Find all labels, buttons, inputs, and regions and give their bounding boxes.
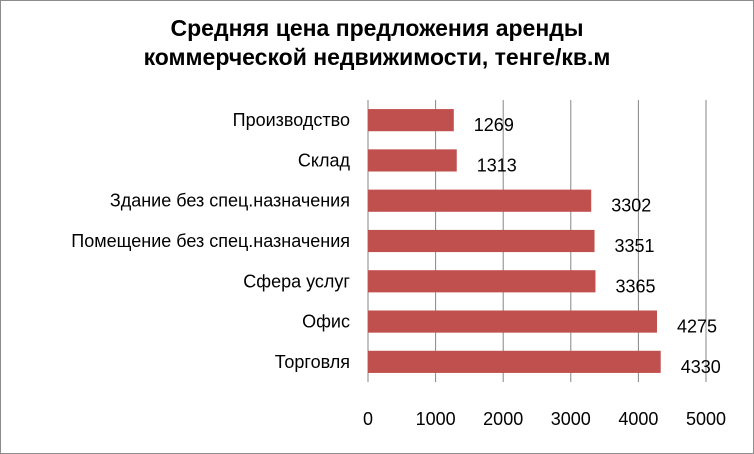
category-label-7: Торговля <box>275 352 350 372</box>
category-label-6: Офис <box>302 312 350 332</box>
value-label-2: 1313 <box>477 155 517 175</box>
value-label-1: 1269 <box>474 115 514 135</box>
value-label-3: 3302 <box>611 196 651 216</box>
category-label-2: Склад <box>298 150 351 170</box>
value-label-5: 3365 <box>615 276 655 296</box>
x-tick-label-1000: 1000 <box>416 409 456 429</box>
bar-4 <box>368 229 595 253</box>
x-tick-label-0: 0 <box>363 409 373 429</box>
x-tick-label-4000: 4000 <box>618 409 658 429</box>
value-label-6: 4275 <box>677 317 717 337</box>
bar-7 <box>368 350 661 373</box>
bar-5 <box>368 270 596 293</box>
value-label-7: 4330 <box>681 357 721 377</box>
bar-6 <box>368 310 657 333</box>
category-label-4: Помещение без спец.назначения <box>71 231 350 251</box>
chart-title-line-2: коммерческой недвижимости, тенге/кв.м <box>143 44 611 70</box>
chart-title-line-1: Средняя цена предложения аренды <box>170 15 584 41</box>
x-tick-label-5000: 5000 <box>686 409 726 429</box>
value-label-4: 3351 <box>615 236 655 256</box>
bar-1 <box>368 109 454 132</box>
category-label-1: Производство <box>233 110 350 130</box>
bar-2 <box>368 149 457 172</box>
bar-3 <box>368 189 592 212</box>
x-tick-label-2000: 2000 <box>483 409 523 429</box>
chart-title: Средняя цена предложения аренды коммерче… <box>0 14 754 72</box>
category-label-3: Здание без спец.назначения <box>110 191 350 211</box>
x-tick-label-3000: 3000 <box>551 409 591 429</box>
category-label-5: Сфера услуг <box>243 271 350 291</box>
